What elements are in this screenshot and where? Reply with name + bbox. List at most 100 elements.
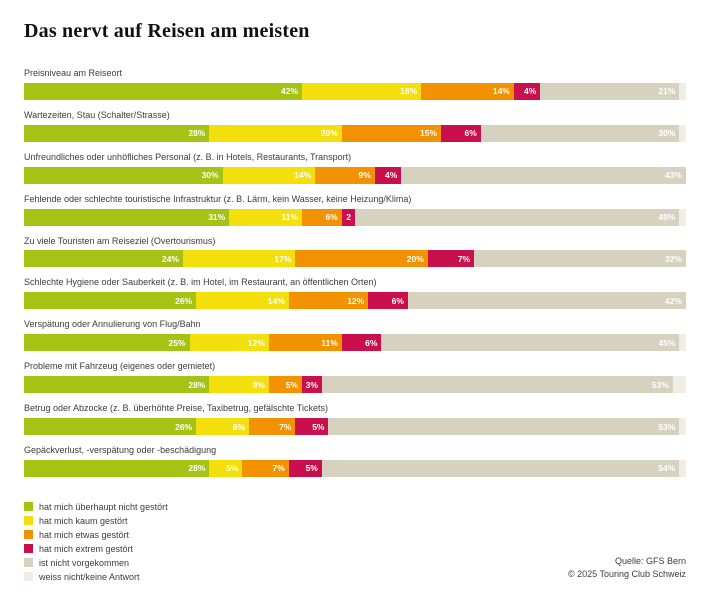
bar-segment: 26% (24, 418, 197, 436)
category-label: Schlechte Hygiene oder Sauberkeit (z. B.… (24, 277, 377, 288)
legend-label: hat mich überhaupt nicht gestört (39, 501, 168, 512)
bar-segment (679, 124, 686, 142)
stacked-bar: 26% 8% 7% 5% 53% (24, 418, 686, 436)
stacked-bar: 24% 17% 20% 7% 32% (24, 250, 686, 268)
bar-segment: 2 (341, 208, 355, 226)
bar-segment: 6% (368, 292, 408, 310)
bar-segment (679, 459, 686, 477)
stacked-bar: 31% 11% 6% 2 49% (24, 208, 686, 226)
category-label: Zu viele Touristen am Reiseziel (Overtou… (24, 235, 216, 246)
bar-segment (679, 418, 686, 436)
bar-segment: 28% (24, 376, 210, 394)
footer: Quelle: GFS Bern © 2025 Touring Club Sch… (568, 555, 686, 582)
category-label: Preisniveau am Reiseort (24, 68, 123, 78)
legend-item: hat mich extrem gestört (24, 544, 168, 554)
chart-rows: Preisniveau am Reiseort 42% 18% 14% 4% 21% War… (24, 68, 686, 488)
bar-segment: 12% (189, 334, 269, 352)
legend-label: weiss nicht/keine Antwort (39, 571, 140, 582)
legend: hat mich überhaupt nicht gestört hat mich… (24, 502, 168, 582)
bar-segment: 28% (24, 124, 210, 142)
stacked-bar: 28% 9% 5% 3% 53% (24, 376, 686, 394)
category-label: Probleme mit Fahrzeug (eigenes oder gemi… (24, 361, 216, 372)
source-note: Quelle: GFS Bern (614, 555, 686, 566)
legend-swatch (24, 572, 33, 582)
bar-segment: 5% (268, 376, 303, 394)
stacked-bar: 30% 14% 9% 4% 43% (24, 166, 686, 184)
bar-segment: 9% (315, 166, 375, 184)
bar-segment: 7% (427, 250, 475, 268)
bar-segment: 14% (421, 82, 514, 100)
bar-segment: 11% (229, 208, 303, 226)
chart-row: Fehlende oder schlechte touristische Inf… (24, 193, 686, 226)
bar-segment: 14% (222, 166, 316, 184)
bar-segment: 4% (374, 166, 402, 184)
bar-segment (679, 334, 686, 352)
copyright-note: © 2025 Touring Club Schweiz (567, 569, 686, 580)
bar-segment: 3% (302, 376, 322, 394)
legend-item: ist nicht vorgekommen (24, 558, 168, 568)
bar-segment: 26% (24, 292, 197, 310)
category-label: Wartezeiten, Stau (Schalter/Strasse) (24, 109, 170, 120)
bar-segment: 14% (196, 292, 289, 310)
category-label: Unfreundliches oder unhöfliches Personal… (24, 151, 352, 162)
bar-segment: 42% (24, 82, 303, 100)
chart-row: Zu viele Touristen am Reiseziel (Overtou… (24, 235, 686, 268)
bar-segment: 25% (24, 334, 190, 352)
bar-segment: 11% (268, 334, 342, 352)
bar-segment: 30% (24, 166, 223, 184)
chart-row: Betrug oder Abzocke (z. B. überhöhte Pre… (24, 403, 686, 436)
bar-segment: 4% (513, 82, 541, 100)
bar-segment: 42% (407, 292, 686, 310)
stacked-bar: 42% 18% 14% 4% 21% (24, 82, 686, 100)
chart-row: Verspätung oder Annulierung von Flug/Bah… (24, 319, 686, 352)
legend-swatch (24, 530, 33, 540)
bar-segment (672, 376, 686, 394)
bar-segment: 5% (209, 459, 243, 477)
stacked-bar: 28% 20% 15% 6% 30% (24, 124, 686, 142)
bar-segment: 53% (321, 376, 673, 394)
legend-swatch (24, 558, 33, 568)
bar-segment: 5% (288, 459, 322, 477)
bar-segment: 43% (401, 166, 686, 184)
bar-segment: 32% (474, 250, 686, 268)
bar-segment: 31% (24, 208, 230, 226)
category-label: Betrug oder Abzocke (z. B. überhöhte Pre… (24, 403, 328, 414)
category-label: Fehlende oder schlechte touristische Inf… (24, 193, 412, 204)
bar-segment: 30% (480, 124, 680, 142)
chart-footer-area: hat mich überhaupt nicht gestört hat mich… (24, 502, 686, 582)
chart-row: Schlechte Hygiene oder Sauberkeit (z. B.… (24, 277, 686, 310)
legend-item: hat mich etwas gestört (24, 530, 168, 540)
bar-segment: 18% (302, 82, 422, 100)
bar-segment: 9% (209, 376, 269, 394)
bar-segment: 8% (196, 418, 250, 436)
legend-item: hat mich überhaupt nicht gestört (24, 502, 168, 512)
legend-item: weiss nicht/keine Antwort (24, 572, 168, 582)
stacked-bar: 25% 12% 11% 6% 45% (24, 334, 686, 352)
chart-row: Probleme mit Fahrzeug (eigenes oder gemi… (24, 361, 686, 394)
bar-segment: 17% (182, 250, 296, 268)
stacked-bar: 28% 5% 7% 5% 54% (24, 459, 686, 477)
bar-segment (679, 82, 686, 100)
category-label: Gepäckverlust, -verspätung oder -beschäd… (24, 445, 217, 456)
bar-segment: 5% (295, 418, 329, 436)
legend-label: hat mich etwas gestört (39, 529, 130, 540)
legend-label: ist nicht vorgekommen (39, 557, 130, 568)
bar-segment: 7% (249, 418, 296, 436)
legend-swatch (24, 502, 33, 512)
legend-item: hat mich kaum gestört (24, 516, 168, 526)
legend-label: hat mich extrem gestört (39, 543, 134, 554)
stacked-bar: 26% 14% 12% 6% 42% (24, 292, 686, 310)
bar-segment: 6% (302, 208, 342, 226)
bar-segment: 6% (441, 124, 481, 142)
chart-row: Wartezeiten, Stau (Schalter/Strasse) 28% 2… (24, 109, 686, 142)
bar-segment (679, 208, 686, 226)
category-label: Verspätung oder Annulierung von Flug/Bah… (24, 319, 201, 330)
bar-segment: 20% (295, 250, 428, 268)
bar-segment: 54% (321, 459, 680, 477)
legend-label: hat mich kaum gestört (39, 515, 128, 526)
bar-segment: 20% (209, 124, 342, 142)
bar-segment: 45% (381, 334, 680, 352)
bar-segment: 6% (341, 334, 382, 352)
bar-segment: 24% (24, 250, 183, 268)
